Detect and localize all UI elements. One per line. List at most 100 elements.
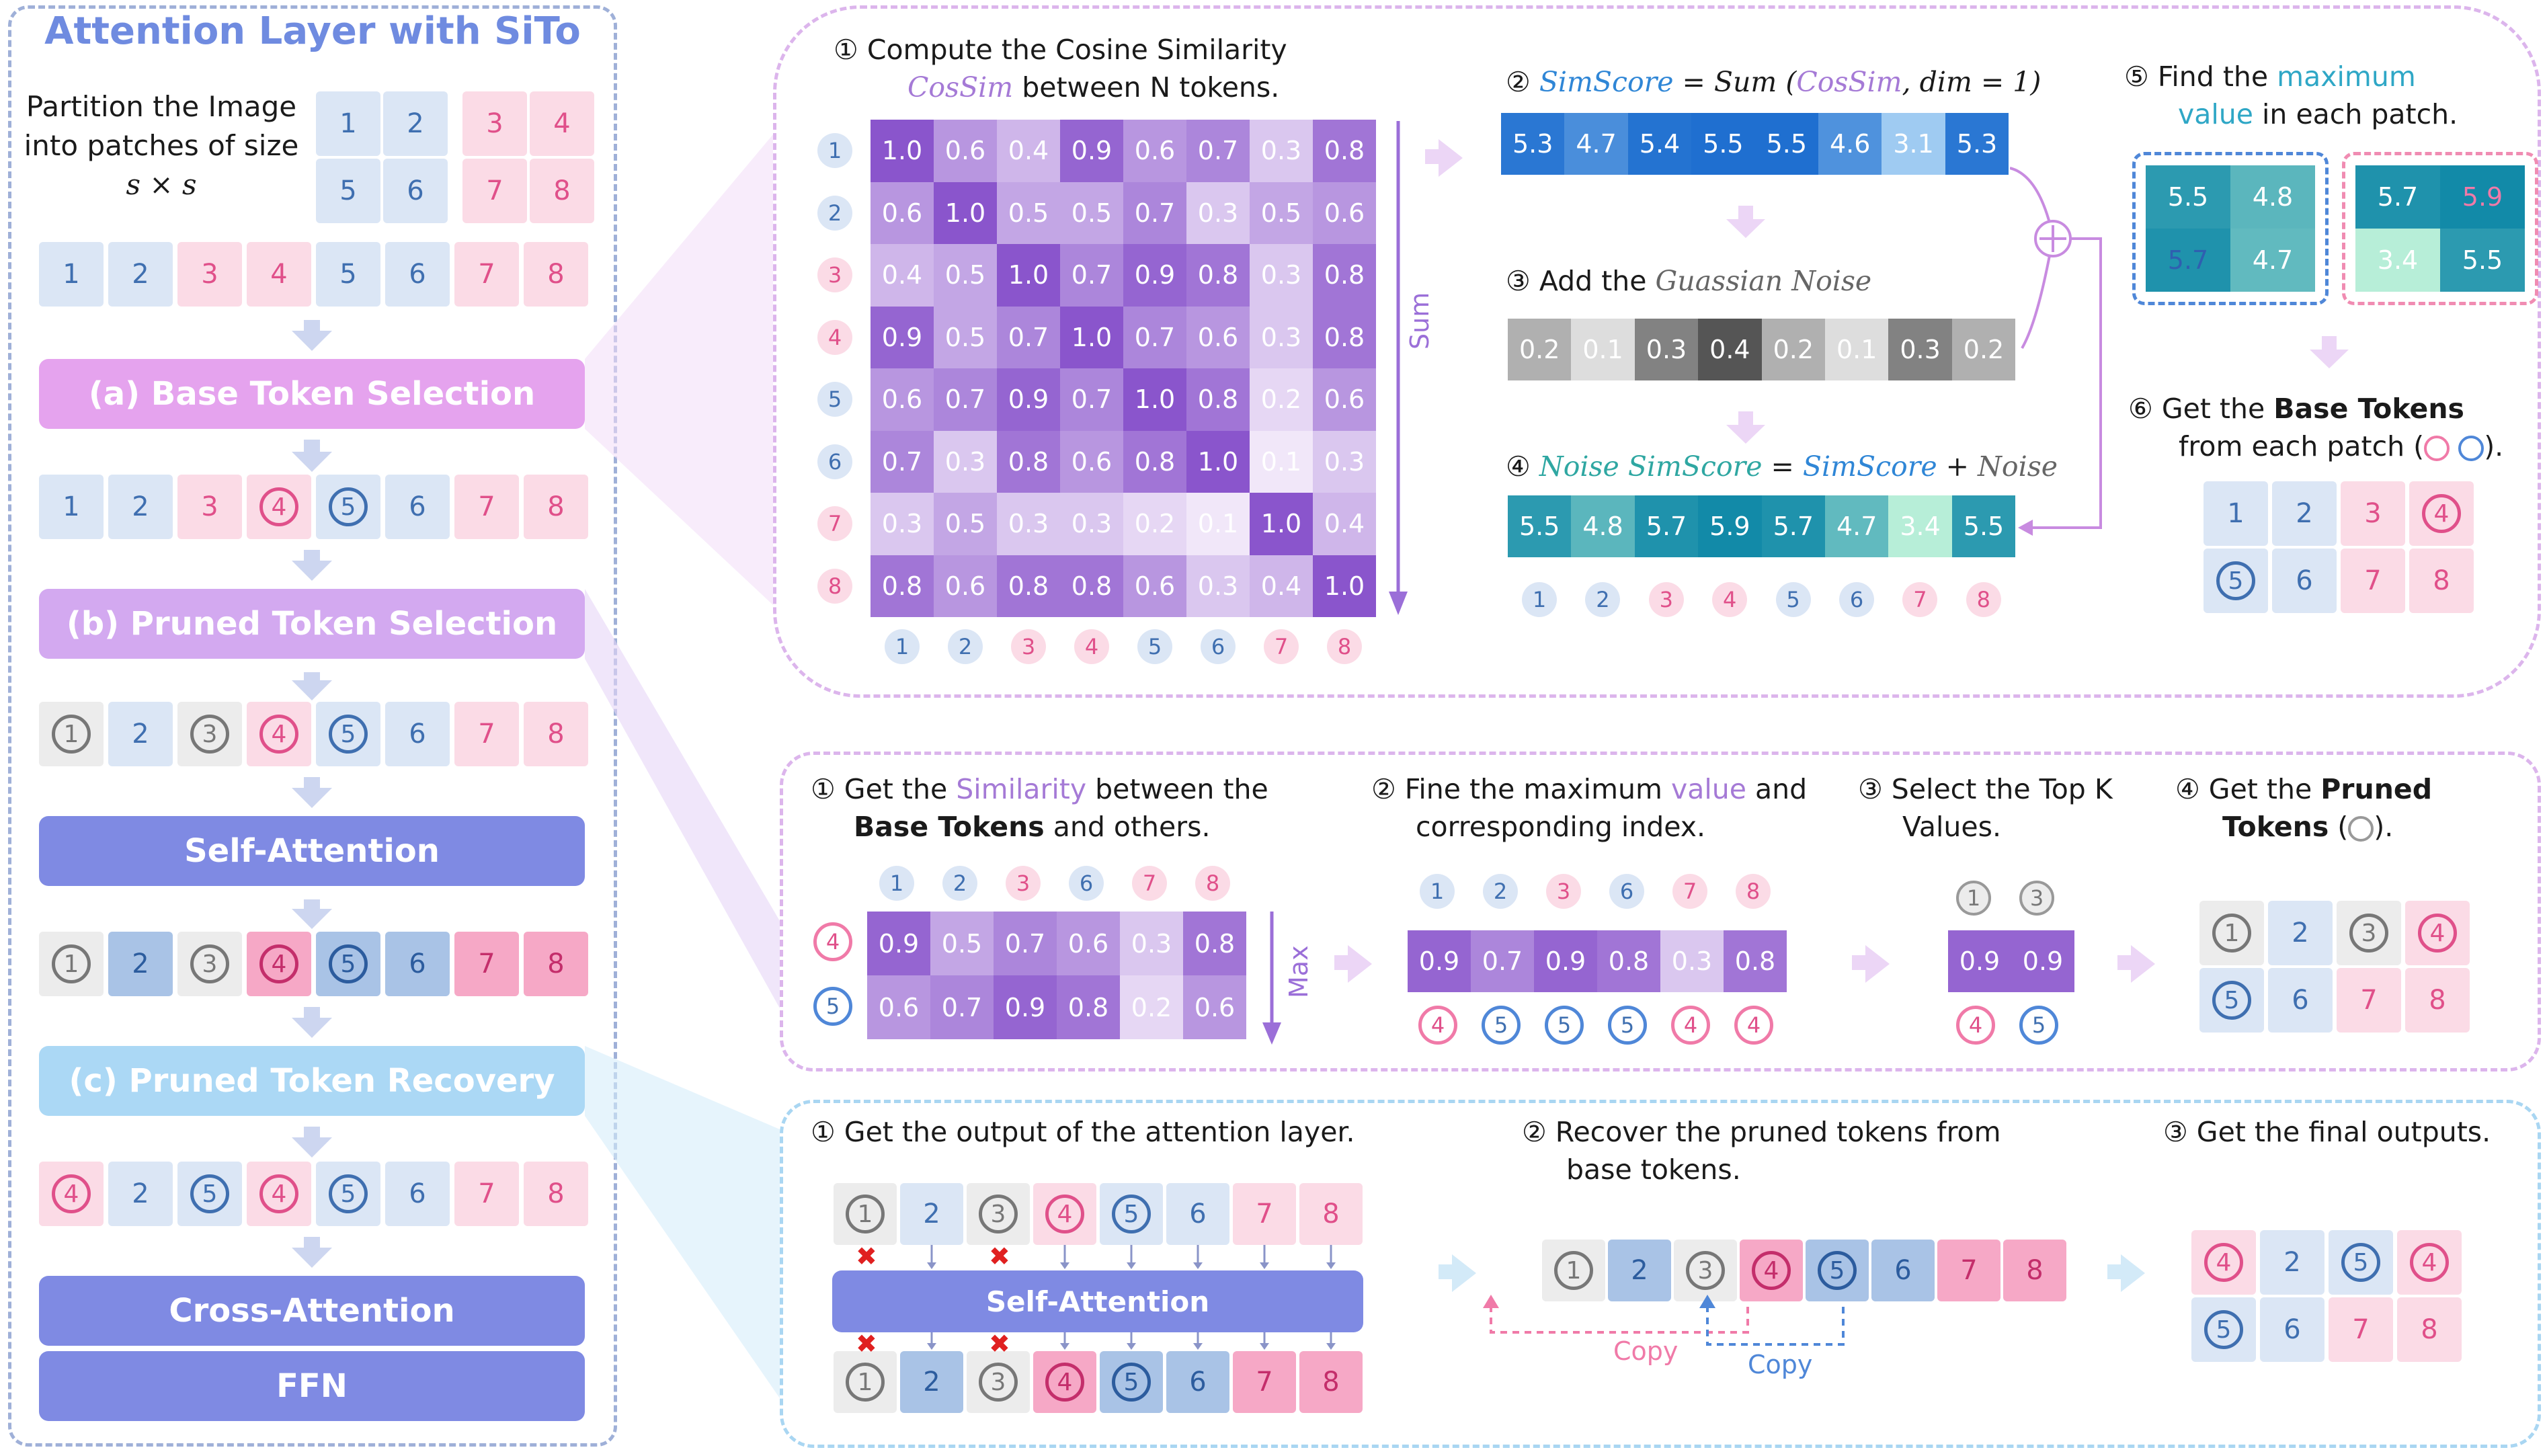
matrix-cell: 0.7 bbox=[1060, 368, 1123, 431]
max-index-label: 4 bbox=[1671, 1006, 1710, 1045]
matrix-cell: 0.3 bbox=[1250, 306, 1313, 368]
matrix-cell: 0.6 bbox=[871, 368, 934, 431]
matrix-cell: 1.0 bbox=[871, 120, 934, 182]
token-partition-8: 8 bbox=[530, 159, 594, 223]
matrix-cell: 1.0 bbox=[1060, 306, 1123, 368]
patch-cell: 5.5 bbox=[2146, 165, 2230, 229]
token-rec-mid-4: 4 bbox=[1740, 1240, 1803, 1301]
token-partition-7: 7 bbox=[462, 159, 527, 223]
score-cell: 5.5 bbox=[1691, 113, 1755, 175]
token-circle: 3 bbox=[190, 944, 229, 983]
token-circle: 1 bbox=[846, 1363, 885, 1402]
score-cell: 5.4 bbox=[1627, 113, 1692, 175]
score-cell: 0.2 bbox=[1761, 319, 1825, 380]
patch-right-values: 5.7 5.9 3.4 5.5 bbox=[2355, 165, 2525, 292]
simscore-row: 5.3 4.7 5.4 5.5 5.5 4.6 3.1 5.3 bbox=[1501, 113, 2009, 175]
matrix-cell: 0.6 bbox=[934, 120, 997, 182]
patch-left-frame bbox=[2132, 152, 2329, 305]
token-circle: 1 bbox=[52, 715, 91, 754]
col-label: 1 bbox=[885, 629, 920, 664]
token-seq3-7: 7 bbox=[454, 932, 519, 996]
score-cell: 0.1 bbox=[1825, 319, 1889, 380]
matrix-cell: 0.2 bbox=[1123, 493, 1186, 555]
score-cell: 4.7 bbox=[1564, 113, 1628, 175]
token-final-grid-2: 5 bbox=[2329, 1230, 2393, 1295]
patch-cell: 5.7 bbox=[2146, 229, 2230, 292]
topk-values-row: 0.9 0.9 bbox=[1948, 930, 2076, 992]
pruned-step3-text: ③ Select the Top K Values. bbox=[1858, 773, 2113, 843]
matrix-cell: 0.3 bbox=[1250, 120, 1313, 182]
token-circle: 3 bbox=[1686, 1251, 1725, 1290]
matrix-cell: 0.5 bbox=[997, 181, 1060, 244]
recovery-panel bbox=[780, 1100, 2541, 1448]
token-circle: 4 bbox=[1045, 1363, 1084, 1402]
flow-arrow-stem bbox=[304, 320, 320, 332]
matrix-cell: 0.8 bbox=[1060, 555, 1123, 617]
token-seq4-5: 6 bbox=[385, 1162, 450, 1226]
score-cell: 5.9 bbox=[1698, 495, 1762, 557]
token-circle: 4 bbox=[259, 487, 298, 526]
token-seq3-8: 8 bbox=[524, 932, 588, 996]
pruned-matrix-cell: 0.6 bbox=[867, 975, 930, 1039]
token-seq2-4: 4 bbox=[247, 702, 311, 766]
token-base-grid-3: 4 bbox=[2409, 481, 2474, 546]
score-cell: 3.1 bbox=[1882, 113, 1945, 175]
score-cell: 0.2 bbox=[1508, 319, 1572, 380]
matrix-cell: 0.9 bbox=[871, 306, 934, 368]
pruned-matrix-cell: 0.6 bbox=[1057, 912, 1120, 975]
matrix-cell: 0.5 bbox=[934, 306, 997, 368]
base-step3-text: ③ Add the Guassian Noise bbox=[1506, 265, 1872, 297]
matrix-cell: 0.2 bbox=[1250, 368, 1313, 431]
attention-arrow-head bbox=[1193, 1262, 1203, 1269]
matrix-cell: 0.5 bbox=[1250, 181, 1313, 244]
token-partition-1: 1 bbox=[316, 91, 380, 156]
token-circle: 4 bbox=[2422, 494, 2461, 533]
flow-arrow-stem bbox=[304, 672, 320, 682]
max-index-label: 4 bbox=[1734, 1006, 1773, 1045]
attention-arrow-head bbox=[1127, 1262, 1136, 1269]
score-cell: 0.9 bbox=[1408, 930, 1471, 992]
pruned-selection-panel bbox=[780, 752, 2541, 1071]
token-partition-6: 6 bbox=[383, 159, 448, 223]
token-final-grid-7: 8 bbox=[2397, 1297, 2462, 1362]
token-circle: 4 bbox=[2410, 1243, 2449, 1282]
matrix-cell: 0.6 bbox=[1186, 306, 1250, 368]
stage-base-token-selection: (a) Base Token Selection bbox=[39, 359, 585, 429]
matrix-cell: 0.1 bbox=[1186, 493, 1250, 555]
token-base-grid-2: 3 bbox=[2341, 481, 2405, 546]
left-panel-title: Attention Layer with SiTo bbox=[44, 9, 581, 53]
score-cell: 0.8 bbox=[1597, 930, 1660, 992]
pruned-col-label: 1 bbox=[879, 866, 914, 901]
token-seq0-3: 3 bbox=[177, 242, 242, 307]
score-cell: 5.7 bbox=[1761, 495, 1825, 557]
matrix-cell: 1.0 bbox=[1186, 430, 1250, 493]
pruned-col-label: 7 bbox=[1132, 866, 1167, 901]
token-rec-top-5: 5 bbox=[1100, 1183, 1163, 1245]
token-seq1-6: 6 bbox=[385, 475, 450, 539]
score-cell: 5.5 bbox=[1951, 495, 2016, 557]
pruned-matrix-cell: 0.9 bbox=[994, 975, 1057, 1039]
token-pruned-grid-0: 1 bbox=[2199, 901, 2264, 965]
token-seq2-6: 6 bbox=[385, 702, 450, 766]
attention-arrow-head bbox=[1060, 1262, 1069, 1269]
partition-line-2: into patches of size bbox=[24, 129, 299, 162]
max-values-row: 0.9 0.7 0.9 0.8 0.3 0.8 bbox=[1408, 930, 1787, 992]
score-token-label: 4 bbox=[1712, 582, 1748, 617]
matrix-cell: 1.0 bbox=[934, 181, 997, 244]
col-label: 6 bbox=[1201, 629, 1236, 664]
token-base-grid-0: 1 bbox=[2204, 481, 2268, 546]
token-rec-mid-7: 7 bbox=[1937, 1240, 2000, 1301]
matrix-cell: 0.6 bbox=[1313, 368, 1376, 431]
matrix-cell: 0.1 bbox=[1250, 430, 1313, 493]
score-cell: 0.1 bbox=[1571, 319, 1635, 380]
token-seq0-8: 8 bbox=[524, 242, 588, 307]
attention-arrow-head bbox=[1193, 1343, 1203, 1350]
topk-index-label: 4 bbox=[1956, 1006, 1995, 1045]
flow-arrow-head bbox=[292, 452, 332, 472]
token-pruned-grid-2: 3 bbox=[2337, 901, 2401, 965]
token-circle: 1 bbox=[52, 944, 91, 983]
pruned-matrix-cell: 0.8 bbox=[1057, 975, 1120, 1039]
